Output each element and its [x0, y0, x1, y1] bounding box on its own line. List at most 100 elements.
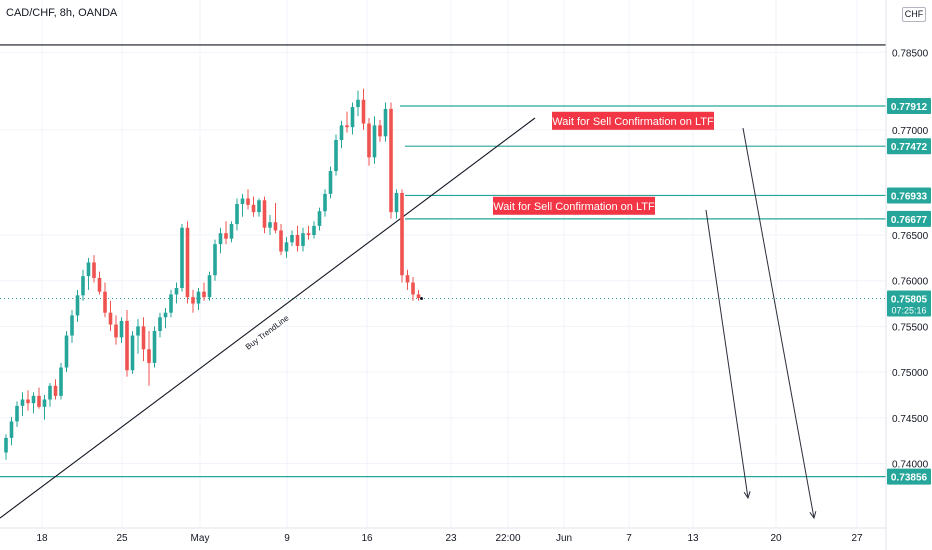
sell-note-text: Wait for Sell Confirmation on LTF	[552, 116, 714, 128]
candle-body	[290, 235, 294, 243]
level-price-tag-label: 0.77472	[891, 142, 928, 153]
candle-body	[37, 395, 41, 407]
projection-arrows[interactable]	[705, 127, 817, 520]
level-price-tag-label: 0.77912	[891, 102, 928, 113]
level-price-tag	[887, 468, 931, 485]
candle-body	[328, 171, 333, 194]
candle-body	[191, 297, 195, 304]
price-tick-label: 0.77000	[892, 126, 929, 137]
candle-body	[125, 320, 129, 371]
candle-body	[411, 282, 415, 295]
candle-body	[163, 312, 168, 318]
candle-body	[31, 395, 36, 404]
candle-body	[394, 192, 399, 213]
time-tick-label: 20	[770, 533, 782, 544]
candle-body	[323, 193, 327, 212]
level-price-tag-label: 0.76677	[891, 215, 928, 226]
time-tick-label: 27	[851, 533, 863, 544]
level-price-tag	[887, 187, 931, 204]
candle-body	[378, 125, 382, 137]
candle-body	[64, 335, 69, 368]
price-tick-label: 0.75500	[892, 322, 929, 333]
price-tick-label: 0.75000	[892, 368, 929, 379]
candle-body	[48, 385, 52, 400]
time-axis[interactable]: 18 25 May 9 16 23 22:00 Jun 7 13 20 27	[0, 527, 886, 544]
sell-note-box[interactable]	[552, 111, 714, 130]
candle-body	[108, 312, 113, 325]
candle-body	[416, 294, 421, 299]
candle-body	[202, 291, 206, 298]
price-tick-label: 0.74500	[892, 414, 929, 425]
buy-trendline[interactable]: Buy TrendLine	[0, 117, 536, 519]
candle-body	[279, 230, 283, 252]
candle-body	[174, 288, 179, 295]
horizontal-levels[interactable]	[0, 44, 886, 478]
time-tick-label: 16	[361, 533, 373, 544]
symbol-title: CAD/CHF, 8h, OANDA	[6, 7, 118, 19]
candle-body	[114, 324, 118, 338]
price-tick-label: 0.74000	[892, 459, 929, 470]
candle-body	[26, 399, 30, 404]
candle-body	[70, 315, 74, 336]
current-price-dot	[420, 297, 423, 301]
time-tick-label: Jun	[556, 533, 572, 544]
candle-body	[350, 107, 355, 128]
candle-body	[345, 125, 349, 128]
candle-body	[207, 275, 212, 298]
candle-body	[42, 399, 47, 407]
candle-body	[361, 99, 366, 124]
projection-arrow-head	[743, 491, 751, 500]
candle-body	[246, 198, 250, 205]
candle-body	[86, 262, 91, 277]
candle-body	[4, 437, 8, 453]
projection-arrow-line[interactable]	[742, 127, 815, 519]
candle-body	[20, 399, 25, 406]
candle-body	[405, 275, 410, 283]
candle-body	[306, 233, 311, 236]
candle-body	[15, 405, 19, 422]
candle-body	[147, 349, 151, 363]
candle-body	[372, 125, 377, 158]
projection-arrow-line[interactable]	[705, 209, 749, 499]
candle-body	[301, 233, 305, 246]
candle-body	[268, 222, 272, 228]
time-tick-label: 25	[116, 533, 128, 544]
price-tick-label: 0.78500	[892, 48, 929, 59]
level-price-tag	[887, 97, 931, 114]
candle-body	[97, 277, 102, 292]
candle-body	[284, 242, 289, 252]
annotations[interactable]: Wait for Sell Confirmation on LTF Wait fo…	[493, 111, 714, 215]
candle-body	[257, 200, 261, 213]
level-price-tag	[887, 210, 931, 227]
level-price-tag-label: 0.76933	[891, 191, 928, 202]
trendline-label: Buy TrendLine	[244, 313, 291, 351]
bar-countdown-label: 07:25:16	[891, 306, 926, 316]
time-tick-label: 18	[36, 533, 48, 544]
candle-body	[196, 291, 201, 304]
candle-body	[312, 225, 316, 236]
currency-button[interactable]: CHF	[902, 7, 926, 22]
candle-body	[152, 330, 157, 363]
candle-body	[136, 326, 140, 336]
time-tick-label: 13	[687, 533, 699, 544]
candle-body	[103, 291, 107, 313]
sell-note-box[interactable]	[493, 196, 655, 215]
candle-body	[218, 233, 223, 245]
time-tick-label: 7	[626, 533, 632, 544]
candle-body	[92, 262, 96, 278]
trendline-line[interactable]	[0, 117, 536, 519]
candle-body	[389, 108, 393, 213]
projection-arrow-head	[809, 511, 817, 520]
candlestick-series	[4, 88, 421, 460]
candle-body	[213, 244, 217, 276]
current-price-tag	[887, 290, 931, 317]
level-price-tag	[887, 138, 931, 155]
candle-body	[158, 317, 162, 331]
candle-body	[75, 295, 80, 316]
time-tick-label: 23	[445, 533, 457, 544]
price-axis[interactable]: 0.78500 0.77000 0.76500 0.76000 0.75500 0.750…	[887, 48, 931, 485]
level-price-tag-label: 0.73856	[891, 473, 928, 484]
candle-body	[9, 421, 14, 438]
candle-body	[383, 108, 388, 137]
